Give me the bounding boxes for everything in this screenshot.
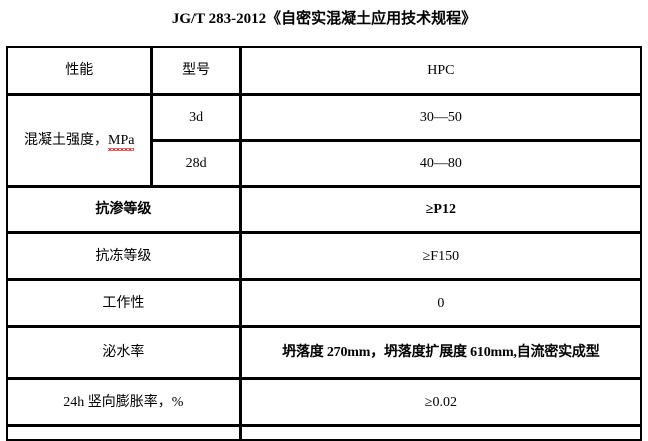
- cell-property-vertical-expansion-24h: 24h 竖向膨胀率，%: [7, 379, 240, 425]
- document-title: JG/T 283-2012《自密实混凝土应用技术规程》: [171, 11, 477, 27]
- cell-value-truncated: [240, 426, 641, 440]
- cell-model-3d: 3d: [152, 95, 240, 140]
- cell-property-impermeability-grade: 抗渗等级: [7, 187, 240, 232]
- cell-property-truncated: [7, 426, 240, 440]
- cell-property-bleeding-rate: 泌水率: [7, 327, 240, 378]
- header-cell-model: 型号: [152, 47, 240, 94]
- cell-value-3d: 30—50: [240, 95, 641, 140]
- header-cell-property: 性能: [7, 47, 152, 94]
- table-row: 工作性 0: [7, 280, 641, 326]
- specification-table: 性能 型号 HPC 混凝土强度，MPa 3d 30—50 28d 40—80 抗…: [6, 46, 642, 441]
- table-row: 泌水率 坍落度 270mm，坍落度扩展度 610mm,自流密实成型: [7, 327, 641, 378]
- cell-model-28d: 28d: [152, 141, 240, 186]
- cell-property-workability: 工作性: [7, 280, 240, 326]
- table-row: 抗冻等级 ≥F150: [7, 233, 641, 279]
- cell-value-frost-resistance-grade: ≥F150: [240, 233, 641, 279]
- cell-value-28d: 40—80: [240, 141, 641, 186]
- concrete-strength-label: 混凝土强度，: [24, 132, 108, 148]
- cell-value-bleeding-rate: 坍落度 270mm，坍落度扩展度 610mm,自流密实成型: [240, 327, 641, 378]
- cell-value-vertical-expansion-24h: ≥0.02: [240, 379, 641, 425]
- cell-property-concrete-strength: 混凝土强度，MPa: [7, 95, 152, 186]
- table-row-truncated: [7, 426, 641, 440]
- cell-value-impermeability-grade: ≥P12: [240, 187, 641, 232]
- cell-property-frost-resistance-grade: 抗冻等级: [7, 233, 240, 279]
- header-cell-hpc: HPC: [240, 47, 641, 94]
- table-header-row: 性能 型号 HPC: [7, 47, 641, 94]
- spec-table-container: 性能 型号 HPC 混凝土强度，MPa 3d 30—50 28d 40—80 抗…: [6, 46, 642, 441]
- mpa-unit-spellcheck: MPa: [108, 132, 135, 151]
- cell-value-workability: 0: [240, 280, 641, 326]
- table-row: 28d 40—80: [7, 141, 641, 186]
- table-row: 24h 竖向膨胀率，% ≥0.02: [7, 379, 641, 425]
- table-row: 抗渗等级 ≥P12: [7, 187, 641, 232]
- table-row: 混凝土强度，MPa 3d 30—50: [7, 95, 641, 186]
